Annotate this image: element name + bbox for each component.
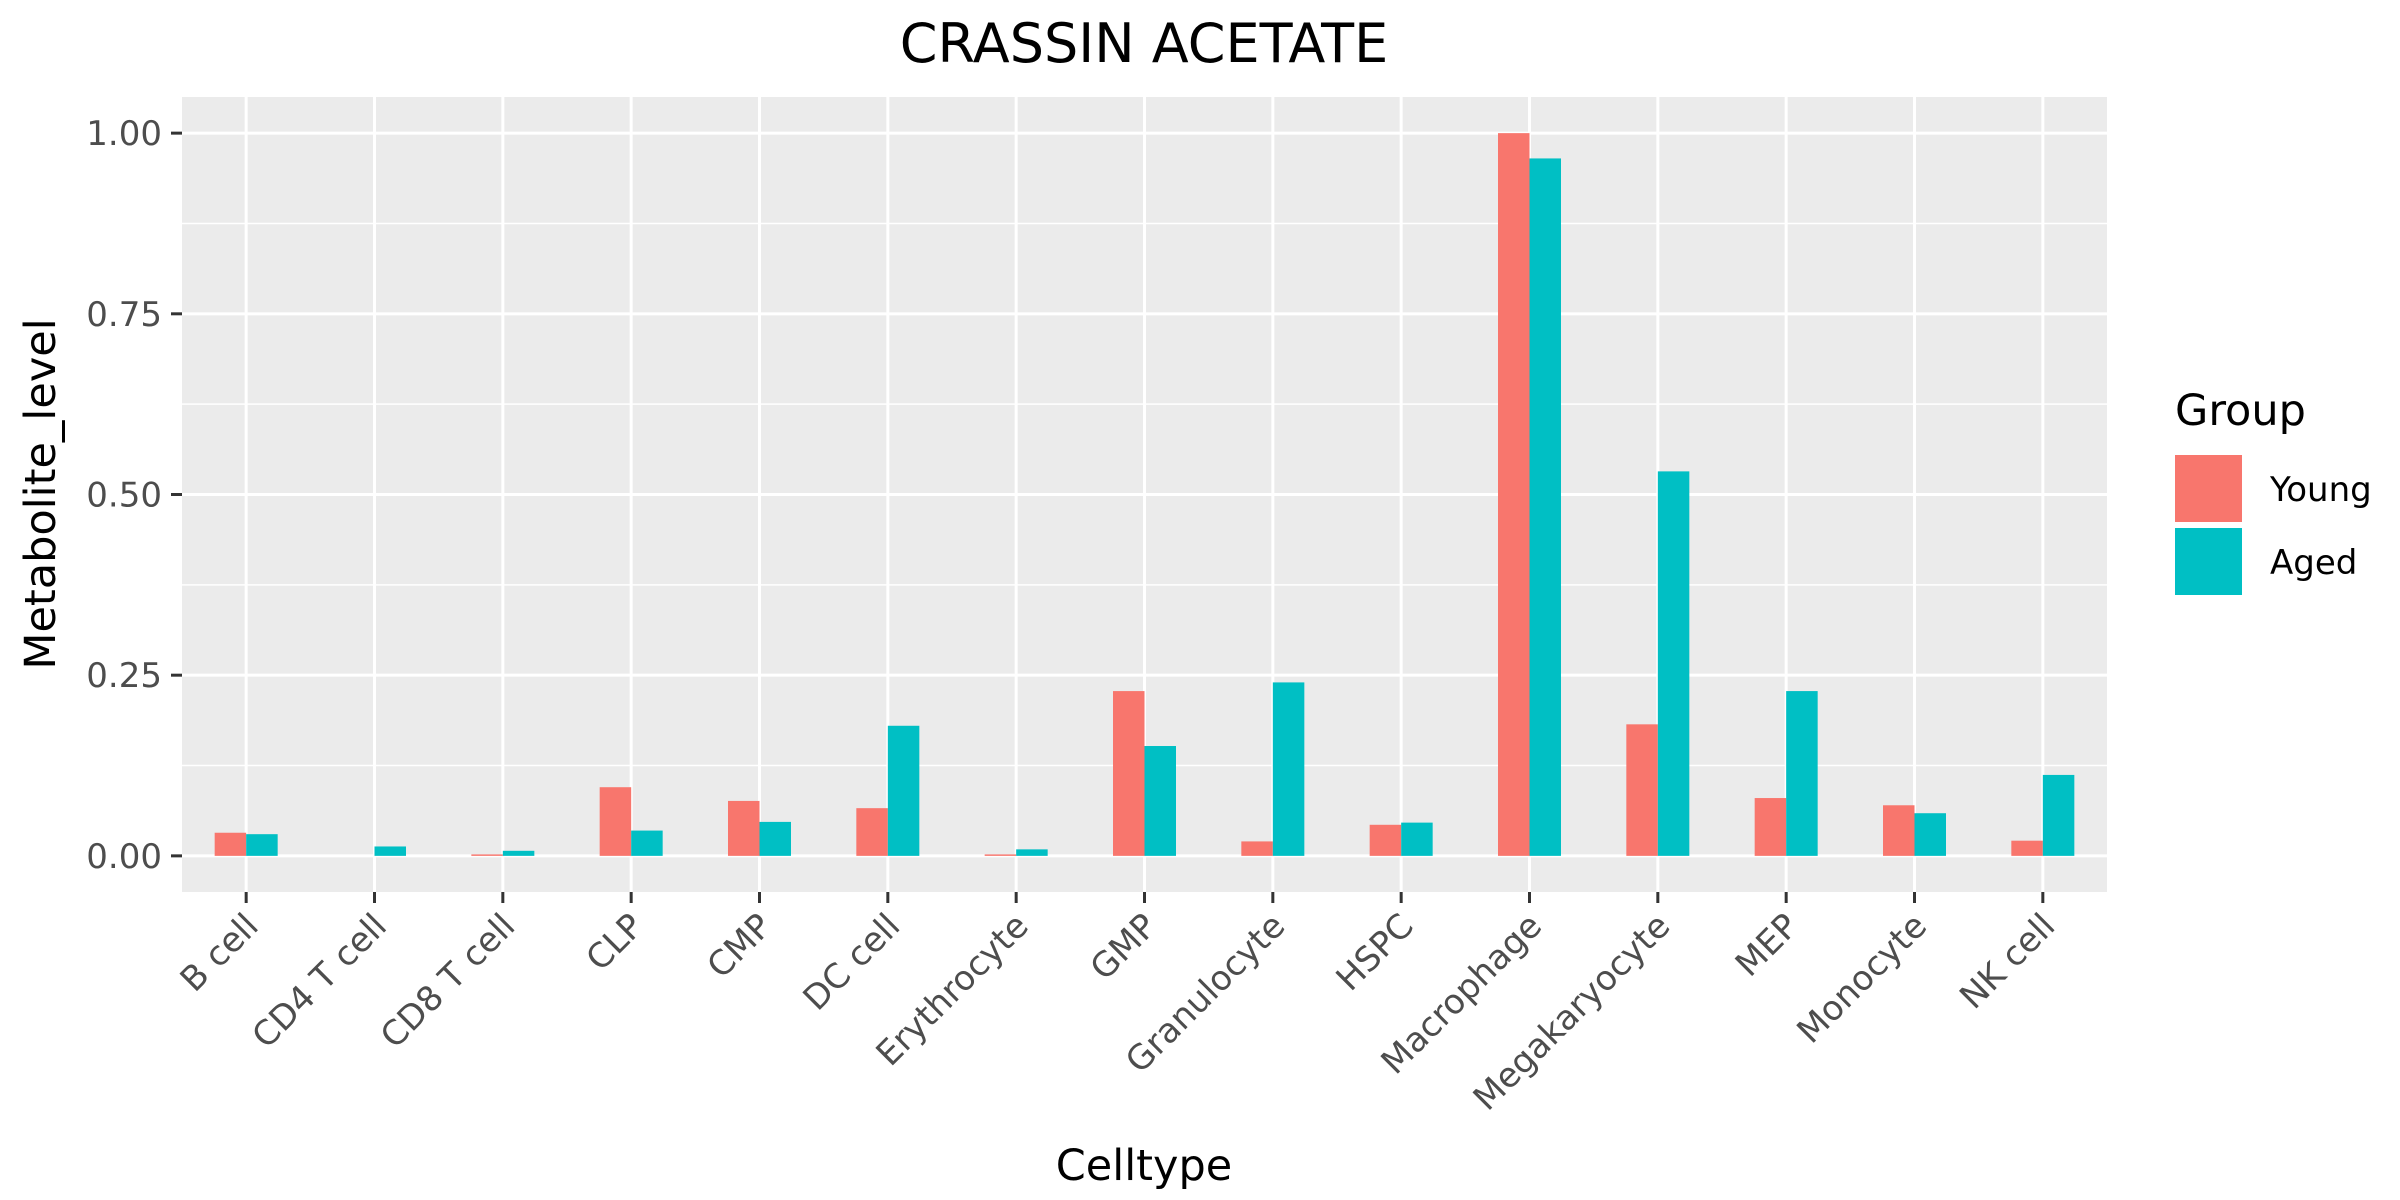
bar-young-3 [599,787,632,856]
legend-label-young: Young [2269,470,2372,510]
legend-key-aged [2175,528,2242,595]
x-tick-label: B cell [173,906,267,1000]
bar-young-10 [1498,133,1530,856]
bar-young-11 [1626,724,1658,856]
x-tick-label: CD8 T cell [373,906,523,1056]
bars [214,133,2075,856]
bar-aged-0 [246,834,278,856]
legend-key-young [2175,455,2242,522]
x-tick-label: NK cell [1952,906,2063,1017]
bar-aged-11 [1657,471,1690,856]
bar-young-13 [1883,805,1915,856]
x-tick-label: DC cell [796,906,909,1019]
bar-young-0 [214,832,247,856]
legend-title: Group [2175,386,2306,436]
x-tick-label: MEP [1728,906,1807,985]
bar-young-2 [471,854,503,856]
bar-young-5 [856,808,888,856]
bar-aged-9 [1401,822,1433,856]
bar-aged-2 [502,850,535,856]
bar-aged-10 [1529,158,1561,856]
bar-aged-6 [1016,849,1048,856]
y-axis-title: Metabolite_level [16,318,66,669]
x-axis-title: Celltype [1056,1141,1232,1191]
bar-aged-1 [374,846,406,856]
x-tick-label: HSPC [1329,906,1422,999]
bar-aged-5 [887,725,920,856]
bar-young-8 [1241,841,1273,856]
x-tick-label: GMP [1083,906,1165,988]
y-axis: 0.00 0.25 0.50 0.75 1.00 [86,114,182,877]
y-tick-label: 1.00 [86,114,162,154]
bar-young-14 [2011,840,2043,856]
bar-young-6 [984,854,1017,856]
legend: Group Young Aged [2175,386,2372,595]
bar-young-9 [1369,824,1402,856]
bar-aged-14 [2042,774,2075,856]
y-tick-label: 0.00 [86,837,162,877]
x-tick-label: CLP [579,906,652,979]
y-tick-label: 0.50 [86,476,162,516]
legend-label-aged: Aged [2270,543,2357,583]
x-tick-label: CD4 T cell [245,906,395,1056]
y-tick-label: 0.75 [86,295,162,335]
bar-aged-8 [1272,682,1305,856]
x-tick-label: CMP [700,906,780,986]
bar-aged-4 [759,821,791,856]
bar-young-12 [1754,798,1787,856]
bar-aged-12 [1786,691,1818,856]
bar-aged-13 [1914,813,1946,856]
chart-title: CRASSIN ACETATE [900,12,1388,75]
y-tick-label: 0.25 [86,656,162,696]
x-tick-label: Monocyte [1790,906,1935,1051]
bar-aged-7 [1144,746,1176,856]
bar-young-7 [1113,691,1145,856]
bar-young-4 [728,800,760,856]
bar-aged-3 [631,830,663,856]
